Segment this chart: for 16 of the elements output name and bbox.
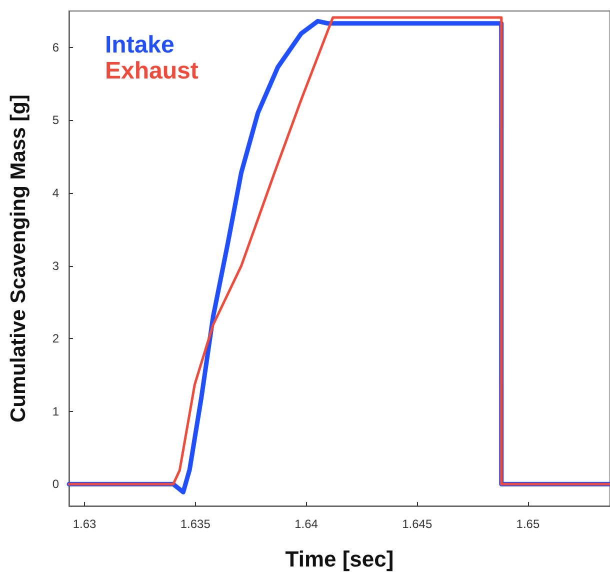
x-axis-title: Time [sec] <box>285 546 394 572</box>
y-tick-label: 6 <box>52 40 60 54</box>
y-tick-label: 1 <box>52 404 60 418</box>
x-tick-label: 1.65 <box>516 517 540 531</box>
x-tick-label: 1.635 <box>180 517 211 531</box>
x-tick-label: 1.63 <box>72 517 97 531</box>
y-tick-label: 0 <box>52 477 60 492</box>
y-tick-label: 5 <box>52 113 60 128</box>
y-tick-label: 3 <box>52 258 60 273</box>
y-tick-label: 2 <box>52 332 60 346</box>
text: Exhaust <box>105 58 198 84</box>
x-tick-label: 1.64 <box>294 517 318 531</box>
text: Intake <box>105 32 174 58</box>
y-axis-title: Cumulative Scavenging Mass [g] <box>7 94 30 422</box>
y-tick-label: 4 <box>52 186 60 200</box>
x-tick-label: 1.645 <box>402 517 432 531</box>
